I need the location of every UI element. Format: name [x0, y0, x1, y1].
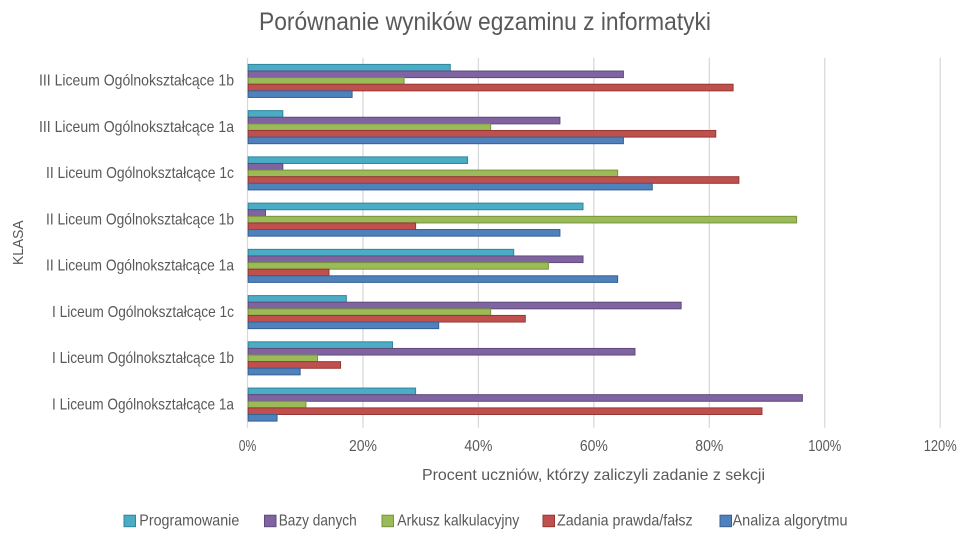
svg-text:II Liceum Ogólnokształcące 1c: II Liceum Ogólnokształcące 1c [46, 165, 234, 182]
svg-text:60%: 60% [580, 438, 608, 455]
svg-text:III Liceum Ogólnokształcące 1a: III Liceum Ogólnokształcące 1a [39, 119, 234, 136]
svg-text:40%: 40% [464, 438, 492, 455]
svg-text:III Liceum Ogólnokształcące 1b: III Liceum Ogólnokształcące 1b [39, 73, 234, 90]
svg-text:II Liceum Ogólnokształcące 1a: II Liceum Ogólnokształcące 1a [46, 258, 234, 275]
svg-text:Procent uczniów, którzy zalicz: Procent uczniów, którzy zaliczyli zadani… [422, 467, 765, 484]
svg-text:120%: 120% [924, 438, 957, 455]
svg-text:Porównanie wyników egzaminu z: Porównanie wyników egzaminu z informatyk… [259, 8, 711, 36]
svg-text:I Liceum Ogólnokształcące 1c: I Liceum Ogólnokształcące 1c [52, 304, 234, 321]
svg-text:20%: 20% [349, 438, 377, 455]
svg-text:Zadania prawda/fałsz: Zadania prawda/fałsz [557, 513, 693, 530]
svg-text:80%: 80% [695, 438, 723, 455]
svg-text:I Liceum Ogólnokształcące 1b: I Liceum Ogólnokształcące 1b [52, 350, 234, 367]
svg-text:Programowanie: Programowanie [139, 513, 239, 530]
svg-text:Bazy danych: Bazy danych [279, 513, 357, 530]
svg-text:Analiza algorytmu: Analiza algorytmu [733, 513, 848, 530]
svg-text:II Liceum Ogólnokształcące 1b: II Liceum Ogólnokształcące 1b [46, 211, 234, 228]
svg-text:Arkusz kalkulacyjny: Arkusz kalkulacyjny [397, 513, 519, 530]
svg-text:I Liceum Ogólnokształcące 1a: I Liceum Ogólnokształcące 1a [52, 396, 234, 413]
svg-text:100%: 100% [808, 438, 841, 455]
svg-text:0%: 0% [239, 438, 257, 455]
svg-text:KLASA: KLASA [10, 220, 27, 265]
